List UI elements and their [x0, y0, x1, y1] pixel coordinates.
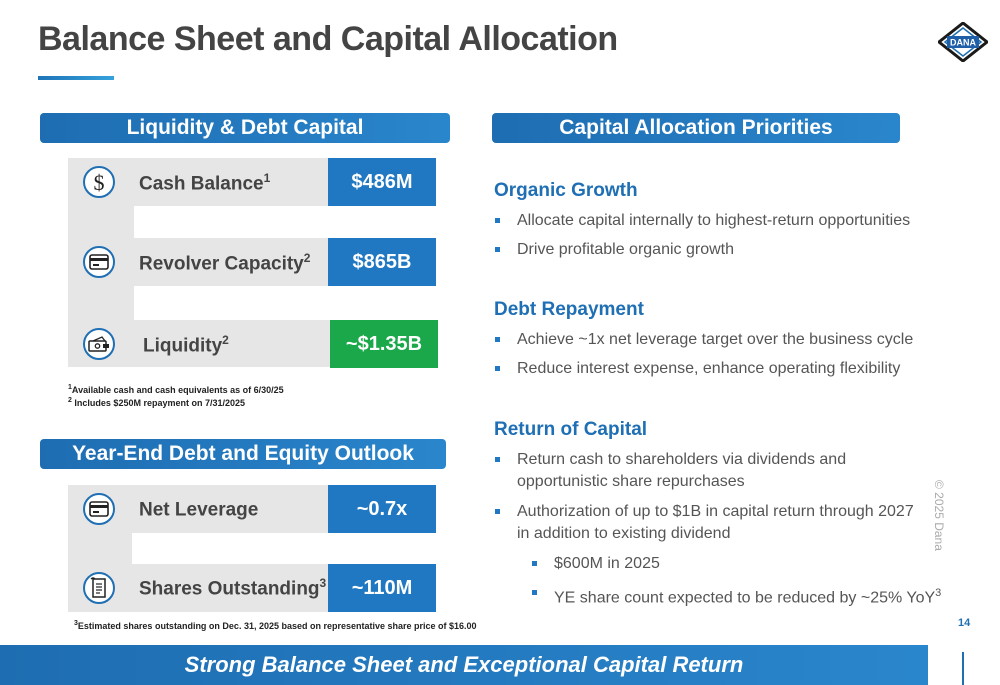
banner-divider [962, 652, 964, 685]
sub-bullet-item: YE share count expected to be reduced by… [532, 582, 941, 609]
sub-bullet-item: $600M in 2025 [532, 553, 660, 575]
dollar-icon: $ [83, 166, 115, 198]
metric-row-shares: Shares Outstanding3 ~110M [68, 564, 436, 612]
return-of-capital-title: Return of Capital [494, 419, 648, 440]
cash-icon [83, 328, 115, 360]
debt-repayment-title: Debt Repayment [494, 299, 644, 320]
metric-label: Cash Balance1 [139, 171, 271, 195]
liquidity-header: Liquidity & Debt Capital [40, 113, 450, 143]
page-number: 14 [958, 617, 971, 629]
metric-value: $865B [328, 238, 436, 286]
bullet-item: Allocate capital internally to highest-r… [495, 210, 910, 232]
page-title: Balance Sheet and Capital Allocation [38, 20, 618, 58]
bullet-item: Achieve ~1x net leverage target over the… [495, 329, 913, 351]
metric-value: ~$1.35B [330, 320, 438, 368]
metric-value: ~0.7x [328, 485, 436, 533]
metric-label: Revolver Capacity2 [139, 251, 311, 275]
organic-growth-title: Organic Growth [494, 180, 638, 201]
metric-value: $486M [328, 158, 436, 206]
copyright-text: © 2025 Dana [932, 480, 946, 551]
svg-text:$: $ [94, 170, 105, 194]
outlook-header: Year-End Debt and Equity Outlook [40, 439, 446, 469]
metric-row-revolver: Revolver Capacity2 $865B [68, 238, 436, 286]
footnote: 3Estimated shares outstanding on Dec. 31… [74, 620, 477, 631]
metric-value: ~110M [328, 564, 436, 612]
bullet-item: Authorization of up to $1B in capital re… [495, 501, 914, 545]
bullet-item: Return cash to shareholders via dividend… [495, 449, 846, 493]
metric-label: Liquidity2 [143, 333, 229, 357]
metric-row-liquidity: Liquidity2 ~$1.35B [68, 320, 438, 368]
priorities-header: Capital Allocation Priorities [492, 113, 900, 143]
credit-card-icon [83, 493, 115, 525]
dana-logo: DANA [938, 22, 988, 62]
certificate-icon [83, 572, 115, 604]
metric-row-net-leverage: Net Leverage ~0.7x [68, 485, 436, 533]
credit-card-icon [83, 246, 115, 278]
footnote: 1Available cash and cash equivalents as … [68, 384, 284, 395]
liquidity-panel: $ Cash Balance1 $486M Revolver Capacity2… [68, 158, 438, 368]
bottom-banner: Strong Balance Sheet and Exceptional Cap… [0, 645, 928, 685]
bullet-item: Drive profitable organic growth [495, 239, 734, 261]
bullet-item: Reduce interest expense, enhance operati… [495, 358, 900, 380]
title-underline [38, 76, 114, 80]
metric-row-cash: $ Cash Balance1 $486M [68, 158, 436, 206]
logo-text: DANA [950, 38, 976, 48]
metric-label: Shares Outstanding3 [139, 576, 327, 600]
metric-label: Net Leverage [139, 499, 259, 521]
footnote: 2 Includes $250M repayment on 7/31/2025 [68, 397, 246, 408]
outlook-panel: Net Leverage ~0.7x Shares Outstanding3 ~… [68, 485, 436, 612]
